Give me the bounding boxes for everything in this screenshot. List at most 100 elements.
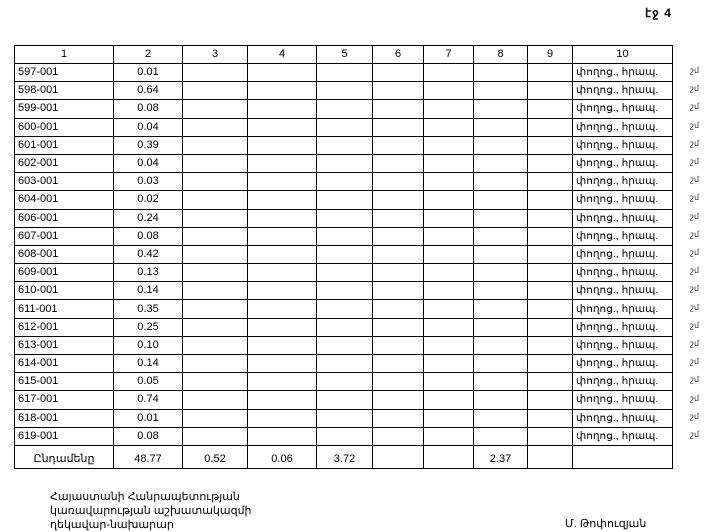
empty-cell <box>527 117 573 137</box>
empty-cell <box>182 281 248 301</box>
parcel-code: 600-001 <box>14 117 114 137</box>
empty-cell <box>372 317 424 337</box>
empty-cell <box>182 372 248 392</box>
margin-mark: շմ <box>690 211 700 221</box>
empty-cell <box>527 153 573 174</box>
parcel-area: 0.35 <box>113 299 183 319</box>
empty-cell <box>372 299 424 319</box>
empty-cell <box>473 208 528 228</box>
parcel-note: փողոց., հրապ. <box>572 299 673 319</box>
empty-cell <box>247 172 317 192</box>
parcel-note: փողոց., հրապ. <box>572 62 673 83</box>
column-header: 4 <box>247 45 317 64</box>
empty-cell <box>182 335 248 356</box>
parcel-area: 0.14 <box>113 281 183 301</box>
parcel-area: 0.04 <box>113 117 183 137</box>
total-row: Ընդամենը 48.77 0.52 0.06 3.72 2.37 <box>14 444 673 469</box>
empty-cell <box>473 135 528 155</box>
table-row: 618-001 0.01 փողոց., հրապ. <box>14 408 673 428</box>
margin-mark: շմ <box>690 248 700 257</box>
total-value: 0.06 <box>247 444 317 469</box>
parcel-code: 612-001 <box>14 317 114 337</box>
empty-cell <box>247 62 317 83</box>
parcel-note: փողոց., հրապ. <box>572 353 673 374</box>
empty-cell <box>247 208 317 228</box>
margin-mark: շմ <box>690 430 700 439</box>
parcel-area: 0.24 <box>113 208 183 228</box>
empty-cell <box>316 244 373 265</box>
empty-cell <box>423 372 474 392</box>
parcel-note: փողոց., հրապ. <box>572 390 673 410</box>
empty-cell <box>182 299 248 319</box>
margin-mark: շմ <box>690 84 700 94</box>
parcel-note: փողոց., հրապ. <box>572 372 673 392</box>
empty-cell <box>247 244 317 265</box>
parcel-area: 0.05 <box>113 372 183 392</box>
empty-cell <box>247 353 317 374</box>
page-number: էջ 4 <box>645 6 672 20</box>
empty-cell <box>316 62 373 83</box>
empty-cell <box>372 353 424 374</box>
empty-cell <box>372 208 424 228</box>
empty-cell <box>423 62 474 83</box>
empty-cell <box>182 426 248 446</box>
table-row: 615-001 0.05 փողոց., հրապ. <box>14 372 673 392</box>
parcel-code: 603-001 <box>14 172 114 192</box>
margin-mark: շմ <box>690 193 700 203</box>
column-header: 5 <box>316 45 373 64</box>
parcel-code: 599-001 <box>14 99 114 119</box>
parcel-area: 0.74 <box>113 390 183 410</box>
empty-cell <box>247 153 317 174</box>
empty-cell <box>473 172 528 192</box>
empty-cell <box>182 390 248 410</box>
table-row: 601-001 0.39 փողոց., հրապ. <box>14 135 673 155</box>
empty-cell <box>372 190 424 210</box>
empty-cell <box>316 117 373 137</box>
empty-cell <box>423 335 474 356</box>
table-row: 619-001 0.08 փողոց., հրապ. <box>14 426 673 446</box>
parcel-note: փողոց., հրապ. <box>572 426 673 446</box>
empty-cell <box>247 81 317 101</box>
empty-cell <box>372 135 424 155</box>
empty-cell <box>527 99 573 119</box>
empty-cell <box>182 81 248 101</box>
empty-cell <box>423 426 474 446</box>
margin-mark: շմ <box>690 302 700 312</box>
table-row: 603-001 0.03 փողոց., հրապ. <box>14 172 673 192</box>
margin-mark: շմ <box>690 320 700 330</box>
parcel-code: 607-001 <box>14 226 114 246</box>
empty-cell <box>316 263 373 283</box>
empty-cell <box>527 408 573 428</box>
empty-cell <box>527 81 573 101</box>
empty-cell <box>527 172 573 192</box>
parcel-code: 617-001 <box>14 390 114 410</box>
empty-cell <box>423 317 474 337</box>
table-row: 617-001 0.74 փողոց., հրապ. <box>14 390 673 410</box>
empty-cell <box>372 372 424 392</box>
parcel-area: 0.02 <box>113 190 183 210</box>
empty-cell <box>473 299 528 319</box>
empty-cell <box>473 190 528 210</box>
column-header: 2 <box>113 45 183 64</box>
empty-cell <box>182 153 248 174</box>
empty-cell <box>247 99 317 119</box>
empty-cell <box>316 226 373 246</box>
margin-mark: շմ <box>690 266 700 276</box>
parcel-note: փողոց., հրապ. <box>572 208 673 228</box>
total-value <box>527 444 573 469</box>
empty-cell <box>423 299 474 319</box>
empty-cell <box>182 62 248 83</box>
parcel-code: 602-001 <box>14 153 114 174</box>
parcel-code: 614-001 <box>14 353 114 374</box>
table-row: 602-001 0.04 փողոց., հրապ. <box>14 153 673 174</box>
parcel-code: 604-001 <box>14 190 114 210</box>
parcel-note: փողոց., հրապ. <box>572 263 673 283</box>
empty-cell <box>316 172 373 192</box>
empty-cell <box>473 426 528 446</box>
table-row: 607-001 0.08 փողոց., հրապ. <box>14 226 673 246</box>
empty-cell <box>527 317 573 337</box>
parcel-note: փողոց., հրապ. <box>572 99 673 119</box>
margin-mark: շմ <box>690 102 700 112</box>
empty-cell <box>527 263 573 283</box>
empty-cell <box>473 117 528 137</box>
